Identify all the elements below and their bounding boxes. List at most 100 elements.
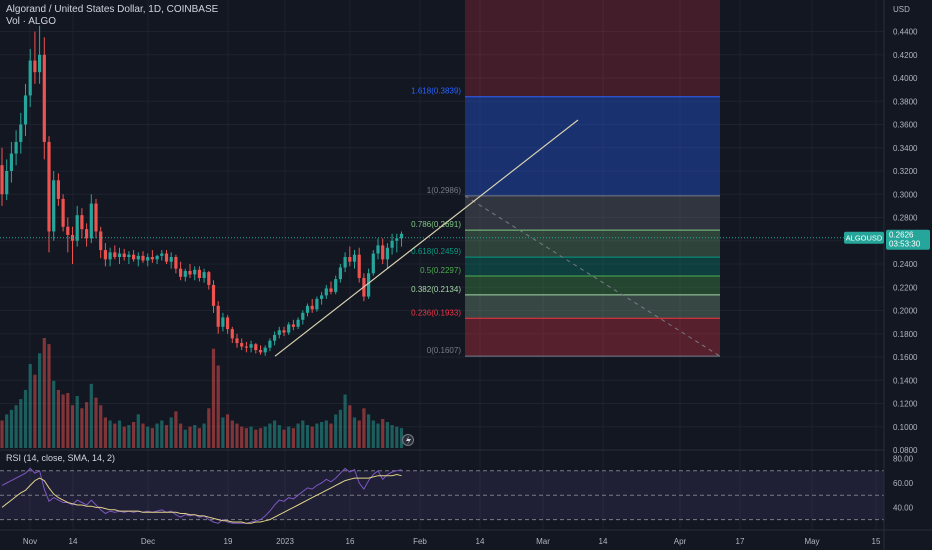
- candle-body: [169, 257, 173, 262]
- volume-bar: [33, 374, 37, 448]
- volume-bar: [348, 405, 352, 448]
- volume-bar: [381, 418, 385, 448]
- candle-body: [282, 330, 286, 333]
- price-tick-label: 0.3600: [893, 121, 918, 130]
- volume-bar: [160, 420, 164, 448]
- volume-bar: [240, 426, 244, 448]
- lightning-icon: [402, 434, 414, 446]
- candle-body: [174, 257, 178, 269]
- volume-bar: [376, 423, 380, 448]
- fib-zone: [465, 96, 720, 196]
- fib-zone-extension: [465, 0, 720, 97]
- volume-bar: [38, 353, 42, 448]
- volume-bar: [141, 423, 145, 448]
- volume-bar: [362, 408, 366, 448]
- candle-body: [273, 334, 277, 341]
- price-tick-label: 0.1200: [893, 400, 918, 409]
- rsi-tick-label: 60.00: [893, 479, 914, 488]
- candle-body: [117, 253, 122, 258]
- volume-bar: [164, 425, 169, 448]
- candle-body: [399, 233, 404, 239]
- volume-bar: [202, 423, 206, 448]
- fib-zone: [465, 257, 720, 276]
- price-tag-bg: [886, 229, 930, 250]
- candle-body: [376, 245, 380, 254]
- fib-zone: [465, 318, 720, 357]
- candle-body: [291, 324, 295, 327]
- fib-zone: [465, 230, 720, 258]
- price-tick-label: 0.0800: [893, 446, 918, 455]
- volume-legend[interactable]: Vol · ALGO: [6, 16, 57, 27]
- fib-level-label: 0.236(0.1933): [411, 308, 461, 317]
- volume-bar: [5, 414, 9, 448]
- rsi-pane: [0, 449, 932, 524]
- symbol-title[interactable]: Algorand / United States Dollar, 1D, COI…: [6, 4, 219, 15]
- volume-bar: [70, 405, 75, 448]
- candle-body: [38, 54, 42, 73]
- volume-bar: [179, 423, 183, 448]
- candle-body: [211, 284, 216, 306]
- candle-body: [132, 254, 136, 260]
- fib-level-label: 0(0.1607): [427, 346, 462, 355]
- chart-legend: Algorand / United States Dollar, 1D, COI…: [6, 4, 218, 28]
- candle-body: [136, 255, 140, 260]
- candle-body: [381, 245, 385, 260]
- candle-body: [188, 270, 192, 275]
- candle-body: [305, 305, 310, 313]
- price-tick-label: 0.1800: [893, 330, 918, 339]
- volume-bar: [367, 414, 371, 448]
- volume-bar: [268, 423, 272, 448]
- rsi-tick-label: 80.00: [893, 455, 914, 464]
- volume-bar: [89, 383, 93, 448]
- volume-bar: [338, 409, 342, 448]
- candle-body: [113, 252, 117, 258]
- candle-body: [28, 60, 32, 96]
- time-tick-label: Apr: [674, 537, 687, 546]
- volume-bar: [52, 380, 56, 448]
- candle-body: [61, 198, 65, 227]
- volume-bar: [263, 426, 267, 448]
- volume-bar: [371, 420, 375, 448]
- candle-body: [263, 347, 267, 353]
- time-tick-label: Nov: [23, 537, 37, 546]
- volume-bar: [291, 428, 295, 448]
- time-tick-label: Mar: [536, 537, 550, 546]
- volume-bar: [315, 423, 319, 448]
- candle-body: [155, 255, 159, 260]
- volume-bar: [61, 394, 65, 448]
- volume-bar: [399, 428, 404, 448]
- candle-body: [235, 338, 239, 344]
- candle-body: [23, 95, 28, 125]
- volume-bar: [113, 423, 117, 448]
- time-tick-label: Dec: [141, 537, 155, 546]
- time-tick-label: 14: [476, 537, 485, 546]
- trend-lines[interactable]: [274, 119, 579, 446]
- candle-body: [343, 257, 347, 268]
- price-tick-label: 0.2800: [893, 214, 918, 223]
- fib-level-label: 0.786(0.2691): [411, 220, 461, 229]
- volume-bar: [132, 422, 136, 448]
- candle-body: [254, 344, 258, 351]
- price-tick-label: 0.3000: [893, 190, 918, 199]
- candle-body: [75, 215, 79, 241]
- candle-body: [141, 255, 145, 261]
- time-tick-label: 16: [346, 537, 355, 546]
- volume-bar: [320, 422, 324, 448]
- candle-body: [179, 268, 183, 277]
- volume-bar: [0, 420, 4, 448]
- volume-bar: [28, 363, 32, 448]
- candlestick-series: [0, 25, 884, 356]
- volume-bar: [108, 420, 112, 448]
- fibonacci-retracement-tool[interactable]: 1.618(0.3839) 1(0.2986) 0.786(0.2691) 0.618…: [411, 0, 721, 357]
- symbol-tag-bg: [844, 231, 884, 244]
- rsi-ma-line: [1, 473, 402, 524]
- candle-body: [244, 346, 248, 348]
- candle-body: [197, 269, 201, 278]
- volume-bar: [122, 426, 126, 448]
- volume-bar: [183, 429, 187, 448]
- volume-bar: [244, 428, 248, 448]
- rsi-legend[interactable]: RSI (14, close, SMA, 14, 2): [6, 453, 116, 463]
- volume-bar: [197, 428, 201, 448]
- volume-bar: [334, 414, 338, 448]
